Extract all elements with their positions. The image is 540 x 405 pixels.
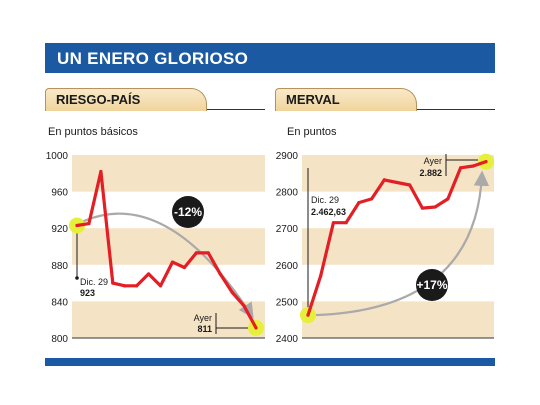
riesgo-data-point [242, 304, 246, 308]
merval-end-label: Ayer [424, 156, 442, 166]
merval-data-point [306, 313, 310, 317]
page-title: UN ENERO GLORIOSO [57, 49, 249, 68]
left-chart-subtitle: En puntos básicos [48, 126, 138, 138]
merval-data-point [471, 164, 475, 168]
merval-data-point [319, 274, 323, 278]
riesgo-change-label: -12% [174, 205, 202, 219]
merval-y-tick-label: 2800 [276, 188, 299, 199]
riesgo-data-point [147, 272, 151, 276]
right-chart-tab: MERVAL [275, 88, 417, 111]
merval-end-value: 2.882 [419, 168, 442, 178]
merval-data-point [344, 221, 348, 225]
merval-band [302, 155, 494, 192]
riesgo-data-point [99, 169, 103, 174]
riesgo-y-tick-label: 920 [51, 224, 68, 235]
merval-data-point [484, 159, 488, 164]
merval-band [302, 301, 494, 338]
bottom-bar [45, 358, 495, 366]
riesgo-trend-arrow [82, 212, 254, 319]
merval-data-point [408, 183, 412, 187]
riesgo-data-point [254, 326, 258, 330]
title-bar: UN ENERO GLORIOSO [45, 43, 495, 73]
riesgo-data-point [75, 223, 79, 228]
riesgo-y-tick-label: 840 [51, 297, 68, 308]
riesgo-data-point [230, 290, 234, 294]
riesgo-series-line [75, 169, 258, 330]
riesgo-end-label: Ayer [194, 313, 212, 323]
merval-y-tick-label: 2700 [276, 224, 299, 235]
riesgo-start-leader-dot [75, 276, 79, 280]
merval-data-point [446, 197, 450, 201]
riesgo-start-label: Dic. 29 [80, 277, 108, 287]
riesgo-y-tick-label: 960 [51, 188, 68, 199]
riesgo-y-tick-label: 880 [51, 261, 68, 272]
merval-start-label: Dic. 29 [311, 195, 339, 205]
right-chart-title: MERVAL [286, 92, 340, 107]
riesgo-data-point [194, 251, 198, 255]
riesgo-data-point [158, 284, 163, 288]
merval-y-tick-label: 2400 [276, 334, 299, 345]
merval-y-tick-label: 2900 [276, 151, 299, 162]
merval-data-point [433, 205, 437, 209]
merval-change-badge [416, 269, 448, 301]
riesgo-y-tick-label: 800 [51, 334, 68, 345]
merval-data-point [369, 197, 374, 201]
right-chart-subtitle: En puntos [287, 126, 337, 138]
riesgo-change-badge [172, 196, 204, 228]
riesgo-band [72, 155, 265, 192]
merval-data-point [395, 180, 399, 185]
riesgo-data-point [218, 272, 222, 276]
riesgo-y-tick-label: 1000 [46, 151, 69, 162]
merval-y-tick-label: 2600 [276, 261, 299, 272]
riesgo-band [72, 301, 265, 338]
riesgo-end-value: 811 [197, 324, 212, 334]
riesgo-data-point [135, 284, 139, 288]
riesgo-data-point [206, 251, 210, 255]
left-chart-title: RIESGO-PAÍS [56, 92, 141, 107]
riesgo-data-point [111, 281, 115, 285]
riesgo-band [72, 228, 265, 265]
riesgo-data-point [170, 260, 175, 264]
merval-data-point [382, 178, 386, 182]
merval-y-tick-label: 2500 [276, 297, 299, 308]
riesgo-start-value: 923 [80, 288, 95, 298]
riesgo-data-point [182, 265, 186, 270]
merval-change-label: +17% [416, 278, 447, 292]
merval-data-point [420, 206, 425, 210]
merval-data-point [357, 200, 361, 205]
riesgo-data-point [87, 222, 91, 226]
merval-start-value: 2.462,63 [311, 207, 346, 217]
riesgo-data-point [123, 284, 127, 288]
left-chart-tab: RIESGO-PAÍS [45, 88, 207, 111]
merval-data-point [458, 166, 463, 170]
merval-data-point [331, 221, 336, 225]
